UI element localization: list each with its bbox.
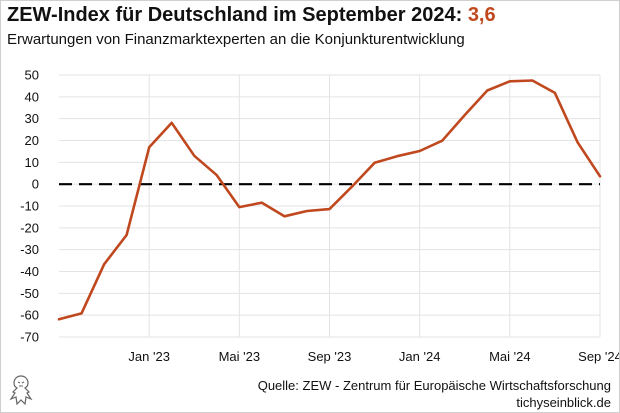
y-tick-label: 50 (25, 68, 39, 83)
source-text: Quelle: ZEW - Zentrum für Europäische Wi… (257, 378, 611, 393)
x-tick-label: Sep '23 (308, 349, 352, 364)
y-tick-label: 40 (25, 89, 39, 104)
chart-title-text: ZEW-Index für Deutschland im September 2… (7, 4, 468, 26)
chart-source: Quelle: ZEW - Zentrum für Europäische Wi… (258, 377, 611, 411)
y-tick-label: -40 (20, 264, 39, 279)
chart-subtitle: Erwartungen von Finanzmarktexperten an d… (7, 31, 465, 48)
y-tick-label: -50 (20, 286, 39, 301)
x-tick-label: Mai '24 (489, 349, 531, 364)
y-tick-label: -10 (20, 199, 39, 214)
y-tick-label: -20 (20, 220, 39, 235)
x-tick-label: Jan '24 (399, 349, 441, 364)
x-tick-label: Jan '23 (128, 349, 170, 364)
y-tick-label: 30 (25, 111, 39, 126)
x-tick-label: Sep '24 (578, 349, 619, 364)
line-chart: 50 40 30 20 10 0 -10 -20 -30 -40 -50 -60 -70 Jan '23 M… (20, 68, 619, 365)
y-tick-label: 10 (25, 155, 39, 170)
y-tick-label: 0 (32, 177, 39, 192)
eagle-logo-icon (9, 375, 33, 406)
chart-title: ZEW-Index für Deutschland im September 2… (7, 4, 496, 27)
y-tick-label: 20 (25, 133, 39, 148)
x-tick-label: Mai '23 (219, 349, 261, 364)
y-tick-label: -70 (20, 330, 39, 345)
chart-title-value: 3,6 (467, 4, 496, 26)
site-text: tichyseinblick.de (516, 395, 611, 410)
y-tick-label: -30 (20, 242, 39, 257)
y-tick-label: -60 (20, 308, 39, 323)
series-line (57, 79, 602, 321)
